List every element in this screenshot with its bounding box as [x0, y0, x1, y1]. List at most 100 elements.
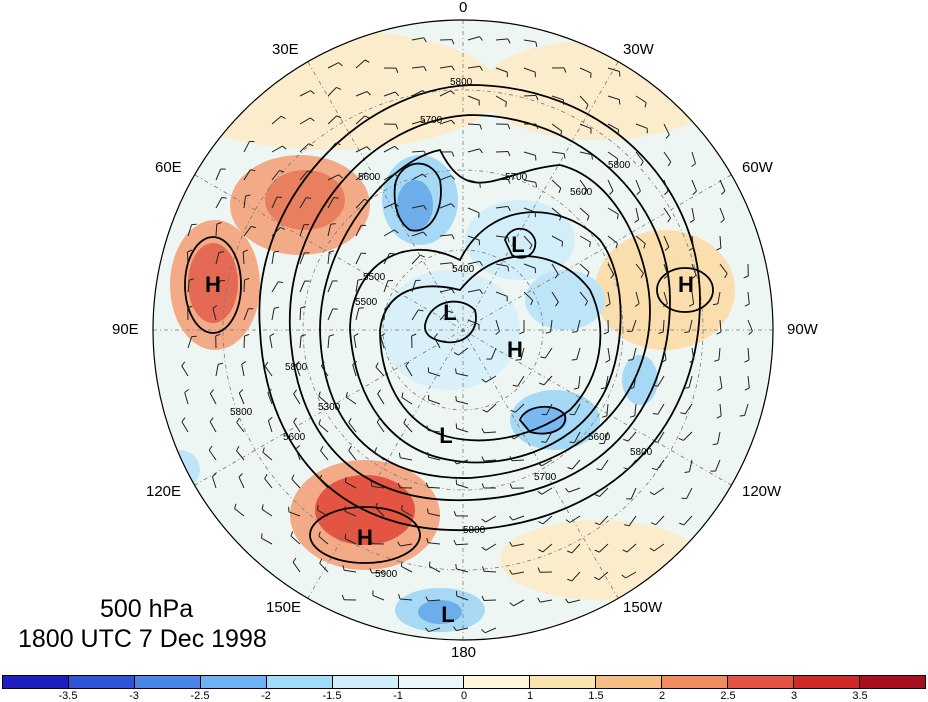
- wind-barb: [540, 599, 553, 603]
- wind-barb: [344, 569, 357, 573]
- wind-barb: [523, 291, 534, 301]
- wind-barb-flag: [420, 254, 425, 258]
- wind-barb: [288, 511, 301, 517]
- contour-label: 5800: [450, 77, 473, 88]
- wind-barb-flag: [565, 598, 569, 604]
- wind-barb-flag: [310, 90, 315, 95]
- colorbar-tick-label: 2.5: [720, 690, 736, 702]
- wind-barb-flag: [667, 217, 672, 223]
- wind-barb-flag: [689, 219, 695, 223]
- wind-barb-flag: [187, 249, 193, 253]
- wind-barb: [375, 366, 385, 377]
- wind-barb: [299, 117, 311, 125]
- wind-barb: [579, 123, 592, 130]
- wind-barb-flag: [364, 198, 370, 202]
- wind-barb-flag: [609, 190, 614, 195]
- wind-barb: [456, 595, 469, 601]
- wind-barb-flag: [427, 452, 429, 458]
- wind-barb-flag: [425, 627, 429, 633]
- wind-barb: [271, 170, 280, 181]
- wind-barb: [523, 39, 536, 43]
- wind-barb: [355, 91, 368, 97]
- wind-barb-flag: [689, 359, 695, 363]
- wind-barb-flag: [605, 303, 611, 307]
- wind-barb-flag: [479, 124, 482, 130]
- wind-barb: [657, 403, 665, 415]
- lon-label-180: 180: [451, 644, 477, 661]
- wind-barb-flag: [591, 154, 593, 160]
- wind-barb-flag: [507, 151, 511, 157]
- wind-barb: [512, 543, 525, 547]
- wind-barb-flag: [380, 332, 386, 337]
- wind-barb-flag: [712, 443, 718, 446]
- wind-barb-flag: [717, 387, 723, 391]
- wind-barb-flag: [447, 310, 453, 314]
- wind-barb: [523, 235, 533, 246]
- wind-barb-flag: [555, 301, 559, 307]
- wind-barb-flag: [572, 331, 578, 333]
- wind-barb-flag: [280, 226, 286, 230]
- wind-barb: [691, 235, 694, 248]
- wind-barb: [663, 235, 670, 248]
- contour-label: 5400: [452, 264, 475, 275]
- wind-barb: [181, 421, 189, 433]
- wind-barb: [327, 174, 339, 181]
- wind-barb-flag: [567, 550, 573, 554]
- wind-barb: [467, 65, 480, 69]
- wind-barb: [747, 375, 750, 388]
- wind-barb: [429, 565, 441, 573]
- wind-barb-flag: [300, 306, 306, 309]
- contour-label: 5700: [534, 472, 557, 483]
- colorbar-tick-label: -3: [129, 690, 139, 702]
- wind-barb-flag: [369, 538, 373, 544]
- wind-barb-flag: [640, 273, 644, 278]
- wind-barb-flag: [451, 288, 455, 294]
- wind-barb: [236, 450, 245, 461]
- wind-barb: [345, 481, 357, 489]
- wind-barb-flag: [309, 117, 315, 122]
- wind-barb-flag: [692, 190, 697, 195]
- wind-barb: [579, 179, 588, 191]
- wind-barb-flag: [691, 274, 697, 279]
- wind-barb-flag: [397, 482, 401, 488]
- wind-barb-flag: [535, 123, 539, 129]
- wind-barb-flag: [319, 474, 323, 480]
- colorbar-tick-label: 1.5: [588, 690, 604, 702]
- wind-barb-flag: [584, 301, 589, 306]
- wind-barb-flag: [652, 384, 658, 387]
- wind-barb: [484, 627, 497, 634]
- wind-barb-flag: [573, 387, 579, 390]
- wind-barb-flag: [244, 333, 250, 337]
- wind-barb: [439, 175, 452, 181]
- wind-barb: [212, 308, 217, 321]
- colorbar-swatch: [530, 676, 597, 688]
- wind-barb-flag: [293, 417, 297, 423]
- wind-barb-flag: [571, 359, 577, 361]
- wind-barb: [467, 148, 480, 153]
- wind-barb-flag: [427, 508, 429, 514]
- wind-barb: [663, 207, 672, 219]
- wind-barb: [551, 179, 562, 189]
- wind-barb: [383, 202, 396, 209]
- high-pressure-marker: H: [205, 272, 221, 297]
- wind-barb-flag: [565, 519, 571, 523]
- wind-barb: [215, 364, 219, 377]
- wind-barb-flag: [389, 252, 395, 255]
- wind-barb: [456, 483, 469, 489]
- wind-barb: [607, 263, 615, 275]
- wind-barb: [599, 515, 609, 526]
- wind-barb: [271, 252, 275, 265]
- wind-barb: [579, 95, 589, 106]
- wind-barb-flag: [538, 521, 544, 525]
- wind-barb-flag: [605, 359, 611, 363]
- wind-barb: [456, 627, 469, 632]
- wind-barb: [211, 476, 217, 489]
- wind-barb: [318, 535, 329, 545]
- wind-barb-flag: [481, 628, 486, 634]
- wind-barb: [603, 431, 609, 444]
- wind-barb: [579, 291, 588, 302]
- wind-barb-flag: [561, 241, 564, 247]
- colorbar-tick-label: 0: [460, 690, 468, 702]
- wind-barb-flag: [394, 91, 399, 97]
- wind-barb: [598, 571, 609, 581]
